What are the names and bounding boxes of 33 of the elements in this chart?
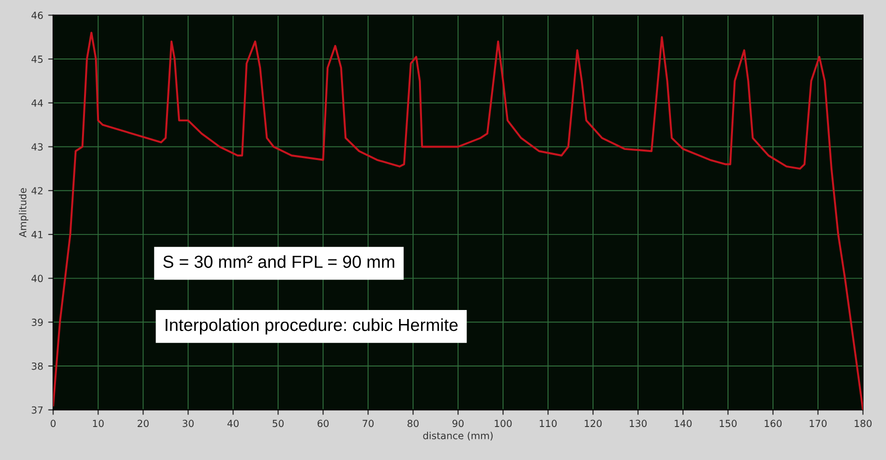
x-tick-label: 60	[318, 420, 329, 428]
y-tick-label: 46	[32, 12, 43, 20]
annotation: S = 30 mm² and FPL = 90 mm	[163, 255, 394, 268]
annotation: Interpolation procedure: cubic Hermite	[166, 318, 458, 335]
x-tick-label: 140	[674, 420, 692, 428]
x-tick-label: 20	[138, 420, 149, 428]
y-tick-label: 41	[32, 231, 43, 238]
x-tick-label: 0	[50, 420, 56, 428]
x-tick-label: 180	[854, 420, 872, 428]
x-tick-label: 100	[494, 420, 512, 428]
x-axis-title: distance (mm)	[423, 432, 493, 440]
y-tick-label: 43	[32, 143, 43, 151]
y-tick-label: 37	[32, 406, 43, 414]
x-tick-label: 40	[227, 420, 239, 428]
x-tick-label: 70	[362, 420, 374, 428]
x-tick-label: 120	[584, 420, 602, 428]
x-tick-label: 50	[272, 420, 284, 428]
x-tick-label: 110	[540, 420, 557, 428]
y-tick-label: 42	[32, 187, 42, 194]
y-tick-label: 39	[32, 318, 43, 326]
x-tick-label: 90	[452, 420, 464, 428]
x-tick-label: 170	[810, 420, 827, 428]
y-axis-title: Amplitude	[18, 188, 28, 238]
y-tick-label: 38	[32, 362, 43, 370]
y-tick-label: 45	[32, 56, 43, 63]
y-tick-label: 40	[32, 274, 43, 282]
y-tick-label: 44	[32, 99, 43, 107]
x-tick-label: 160	[764, 420, 782, 428]
x-tick-label: 30	[182, 420, 194, 428]
x-tick-label: 130	[630, 420, 647, 428]
x-tick-label: 150	[720, 420, 737, 428]
x-tick-label: 10	[93, 420, 104, 428]
x-tick-label: 80	[408, 420, 419, 428]
